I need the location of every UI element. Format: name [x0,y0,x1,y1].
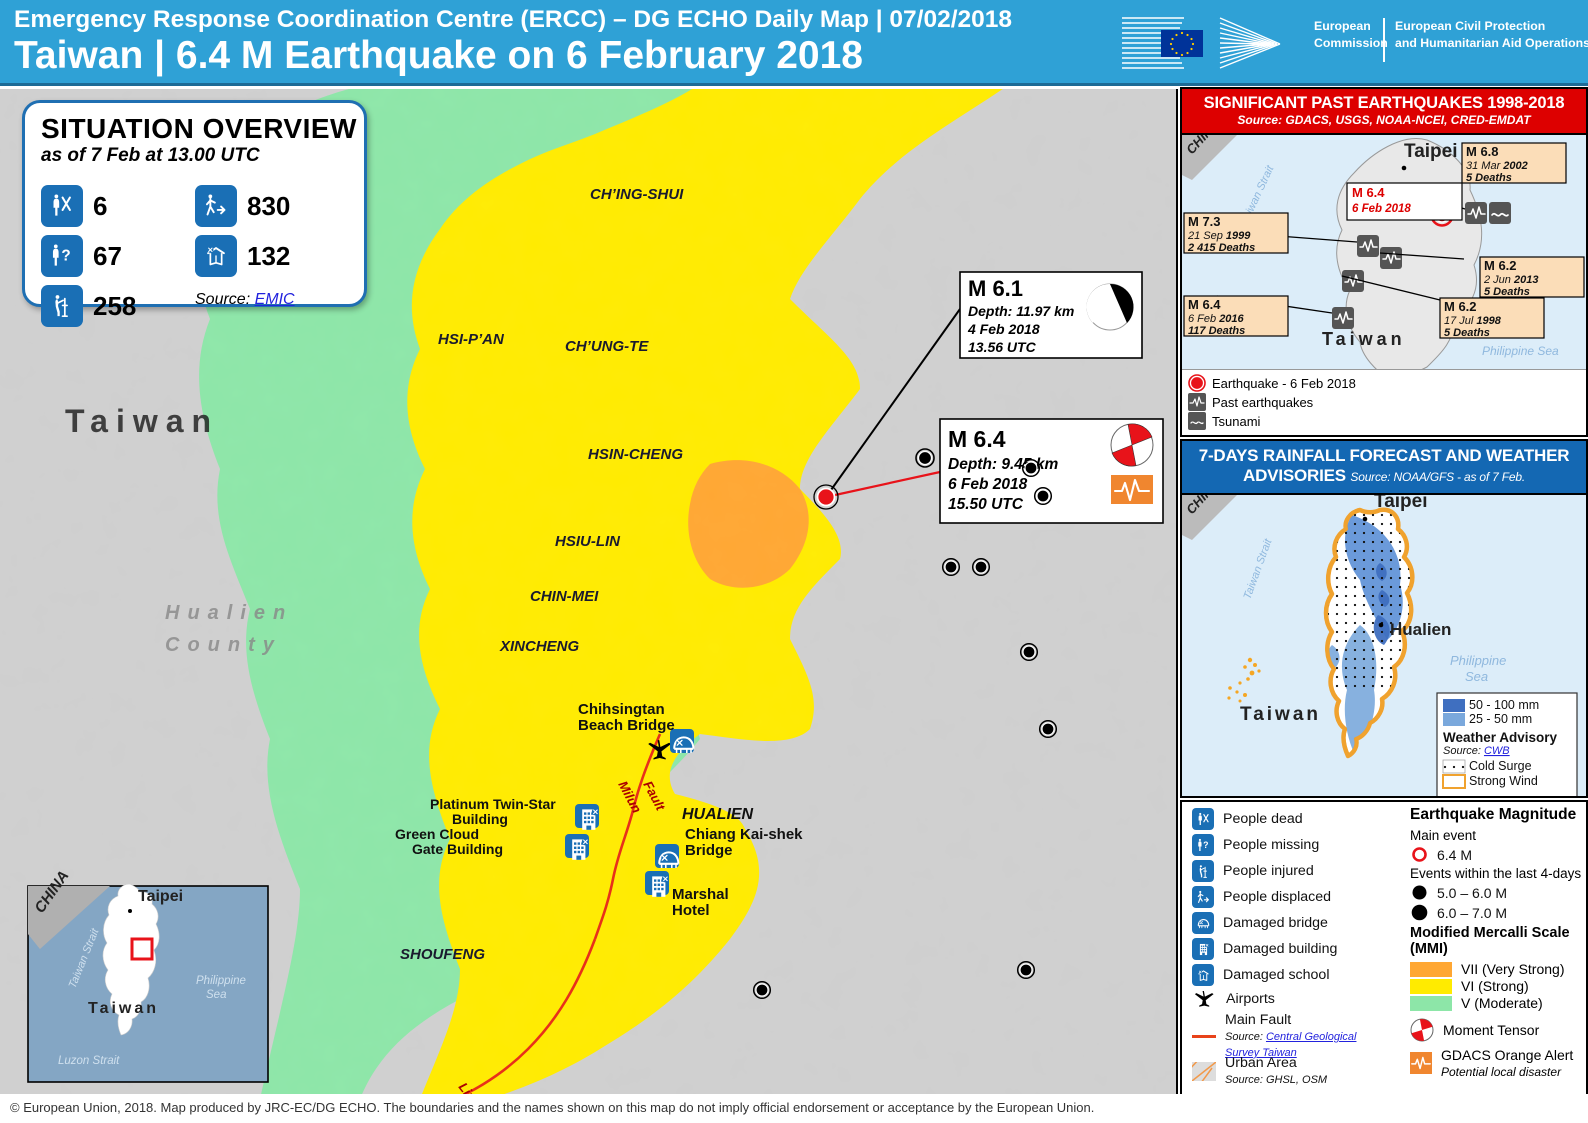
svg-text:Taiwan: Taiwan [1322,329,1406,349]
svg-text:Beach Bridge: Beach Bridge [578,717,675,734]
svg-text:Taiwan: Taiwan [88,1000,159,1017]
svg-text:17 Jul 1998: 17 Jul 1998 [1444,315,1502,327]
svg-text:Building: Building [452,811,508,827]
svg-text:Philippine Sea: Philippine Sea [1482,344,1559,358]
svg-text:Depth: 9.45 km: Depth: 9.45 km [948,456,1058,473]
svg-text:CHIN-MEI: CHIN-MEI [530,588,599,605]
svg-text:Taipei: Taipei [1374,495,1428,512]
svg-text:15.50 UTC: 15.50 UTC [948,496,1024,513]
svg-text:M 6.2: M 6.2 [1444,299,1477,314]
svg-text:HSIN-CHENG: HSIN-CHENG [588,446,683,463]
svg-text:CH’ING-SHUI: CH’ING-SHUI [590,186,684,203]
svg-text:M 6.4: M 6.4 [1352,185,1385,200]
svg-text:M 7.3: M 7.3 [1188,214,1221,229]
svg-text:Marshal: Marshal [672,886,729,903]
svg-text:HUALIEN: HUALIEN [682,806,754,823]
svg-text:HSI-P’AN: HSI-P’AN [438,331,505,348]
svg-text:Hualien: Hualien [165,602,293,624]
svg-text:Weather Advisory: Weather Advisory [1443,730,1558,745]
svg-text:Hotel: Hotel [672,902,710,919]
svg-text:M 6.4: M 6.4 [948,426,1006,452]
svg-text:Gate Building: Gate Building [412,841,503,857]
svg-text:50 - 100 mm: 50 - 100 mm [1469,698,1539,712]
svg-text:5 Deaths: 5 Deaths [1484,286,1530,298]
svg-text:Taiwan: Taiwan [1240,704,1321,725]
svg-text:6 Feb 2018: 6 Feb 2018 [948,476,1028,493]
svg-text:6 Feb 2016: 6 Feb 2016 [1188,313,1245,325]
svg-text:Chiang Kai-shek: Chiang Kai-shek [685,826,803,843]
svg-text:XINCHENG: XINCHENG [499,638,580,655]
svg-text:5 Deaths: 5 Deaths [1444,327,1490,339]
svg-text:117 Deaths: 117 Deaths [1188,325,1245,337]
svg-text:Sea: Sea [1465,669,1488,684]
svg-text:Sea: Sea [206,989,226,1001]
svg-text:Depth: 11.97 km: Depth: 11.97 km [968,303,1074,319]
svg-text:Luzon Strait: Luzon Strait [58,1055,120,1067]
svg-text:Philippine: Philippine [196,975,246,987]
svg-text:HSIU-LIN: HSIU-LIN [555,533,621,550]
svg-text:Taipei: Taipei [1404,141,1458,162]
svg-text:25 - 50 mm: 25 - 50 mm [1469,712,1532,726]
svg-text:Taipei: Taipei [138,888,183,905]
svg-text:M 6.2: M 6.2 [1484,258,1517,273]
svg-text:Philippine: Philippine [1450,653,1506,668]
svg-text:Strong Wind: Strong Wind [1469,774,1538,788]
svg-text:Hualien: Hualien [1390,620,1451,639]
svg-text:SHOUFENG: SHOUFENG [400,946,485,963]
svg-text:Source: CWB: Source: CWB [1443,745,1510,757]
svg-text:2 415 Deaths: 2 415 Deaths [1187,242,1255,254]
svg-text:Platinum Twin-Star: Platinum Twin-Star [430,796,556,812]
svg-text:31 Mar 2002: 31 Mar 2002 [1466,160,1528,172]
svg-text:21 Sep 1999: 21 Sep 1999 [1187,230,1251,242]
svg-text:2 Jun 2013: 2 Jun 2013 [1483,274,1538,286]
svg-text:M 6.8: M 6.8 [1466,144,1499,159]
svg-text:Bridge: Bridge [685,842,733,859]
svg-text:M 6.4: M 6.4 [1188,297,1221,312]
svg-text:13.56 UTC: 13.56 UTC [968,339,1037,355]
svg-text:M 6.1: M 6.1 [968,276,1023,301]
svg-text:Cold Surge: Cold Surge [1469,759,1532,773]
svg-text:Chihsingtan: Chihsingtan [578,701,665,718]
svg-text:County: County [165,634,282,656]
svg-text:4 Feb 2018: 4 Feb 2018 [967,321,1040,337]
svg-text:Taiwan: Taiwan [65,403,219,439]
svg-text:Green Cloud: Green Cloud [395,826,479,842]
svg-text:5 Deaths: 5 Deaths [1466,172,1512,184]
svg-text:6 Feb 2018: 6 Feb 2018 [1352,203,1411,215]
svg-text:CH’UNG-TE: CH’UNG-TE [565,338,649,355]
